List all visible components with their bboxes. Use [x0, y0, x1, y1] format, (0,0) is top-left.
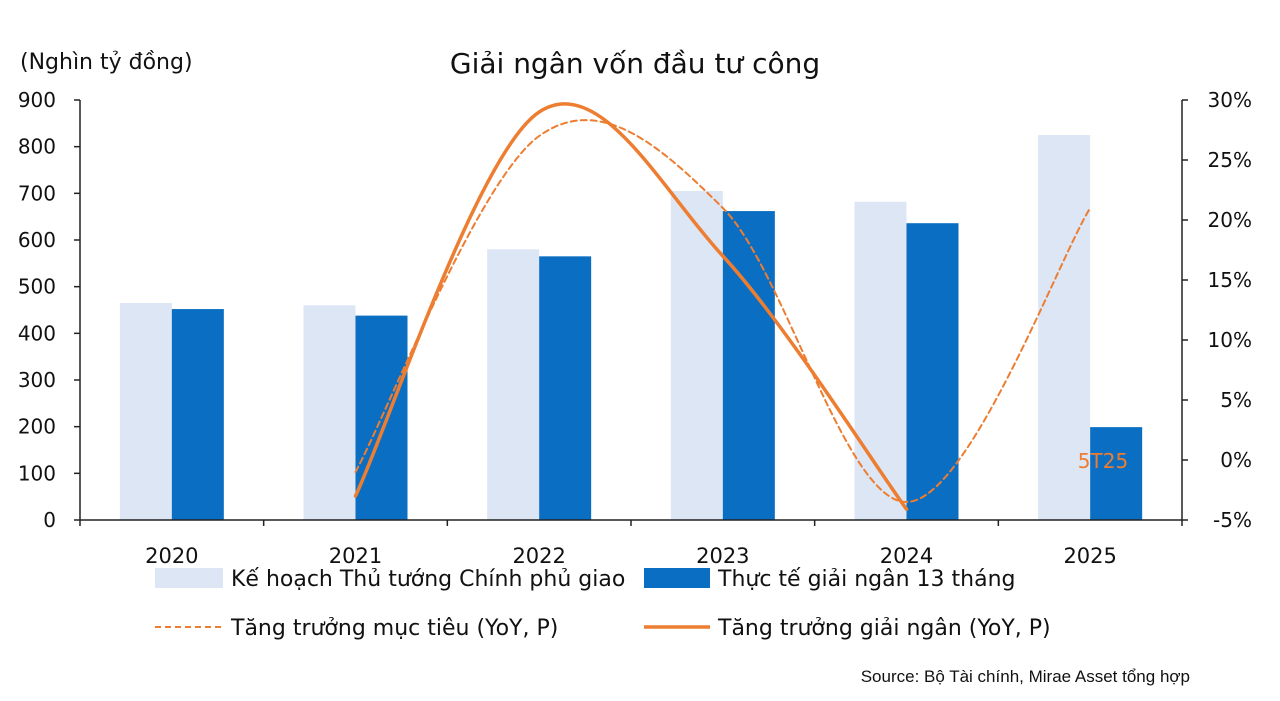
legend-swatch-plan [155, 568, 223, 588]
bar-plan-2022 [487, 249, 540, 521]
y-left-tick-label: 300 [18, 368, 56, 392]
y-right-tick-label: -5% [1213, 508, 1252, 532]
y-right-tick-label: 30% [1208, 88, 1252, 112]
x-tick-label: 2025 [1063, 544, 1116, 568]
y-right-tick-label: 20% [1208, 208, 1252, 232]
bar-actual-2023 [722, 211, 775, 521]
legend: Kế hoạch Thủ tướng Chính phủ giao Thực t… [155, 567, 1051, 641]
lines-layer [353, 102, 1092, 511]
axes-layer: 0 100 200 300 400 500 600 700 800 900 -5% 0% 5% 10% 15… [18, 88, 1252, 568]
line-target-growth [354, 119, 1092, 504]
y-right-tick-label: 25% [1208, 148, 1252, 172]
bar-actual-2024 [906, 223, 959, 520]
y-left-tick-label: 400 [18, 321, 56, 345]
source-note: Source: Bộ Tài chính, Mirae Asset tổng h… [861, 667, 1190, 686]
bar-plan-2024 [854, 201, 907, 520]
y-left-tick-label: 0 [43, 508, 56, 532]
x-tick-label: 2020 [145, 544, 198, 568]
chart-title: Giải ngân vốn đầu tư công [450, 47, 820, 80]
y-right-tick-label: 0% [1220, 448, 1252, 472]
y-left-tick-label: 800 [18, 135, 56, 159]
bar-actual-2025 [1090, 427, 1143, 520]
bar-plan-2025 [1038, 135, 1091, 520]
y-right-tick-label: 10% [1208, 328, 1252, 352]
bar-plan-2020 [119, 303, 172, 520]
y-axis-unit-label: (Nghìn tỷ đồng) [20, 50, 193, 75]
y-right-tick-label: 5% [1220, 388, 1252, 412]
bar-plan-2021 [303, 305, 356, 520]
bar-actual-2022 [539, 256, 592, 520]
bar-plan-2023 [670, 191, 723, 520]
y-left-tick-label: 700 [18, 181, 56, 205]
y-right-tick-label: 15% [1208, 268, 1252, 292]
bars-layer [119, 135, 1143, 521]
legend-label-disbursement-growth: Tăng trưởng giải ngân (YoY, P) [717, 616, 1051, 641]
legend-label-actual: Thực tế giải ngân 13 tháng [717, 567, 1016, 592]
bar-actual-2020 [171, 309, 224, 520]
legend-label-target-growth: Tăng trưởng mục tiêu (YoY, P) [230, 616, 558, 641]
legend-label-plan: Kế hoạch Thủ tướng Chính phủ giao [231, 567, 625, 592]
y-left-tick-label: 600 [18, 228, 56, 252]
legend-swatch-actual [644, 568, 710, 588]
y-left-tick-label: 100 [18, 461, 56, 485]
y-left-tick-label: 900 [18, 88, 56, 112]
annotation-5t25: 5T25 [1078, 449, 1128, 473]
x-tick-label: 2023 [696, 544, 749, 568]
line-disbursement-growth [353, 102, 909, 511]
x-tick-label: 2021 [329, 544, 382, 568]
x-tick-label: 2024 [880, 544, 933, 568]
y-left-tick-label: 200 [18, 415, 56, 439]
y-left-tick-label: 500 [18, 275, 56, 299]
x-tick-label: 2022 [512, 544, 565, 568]
